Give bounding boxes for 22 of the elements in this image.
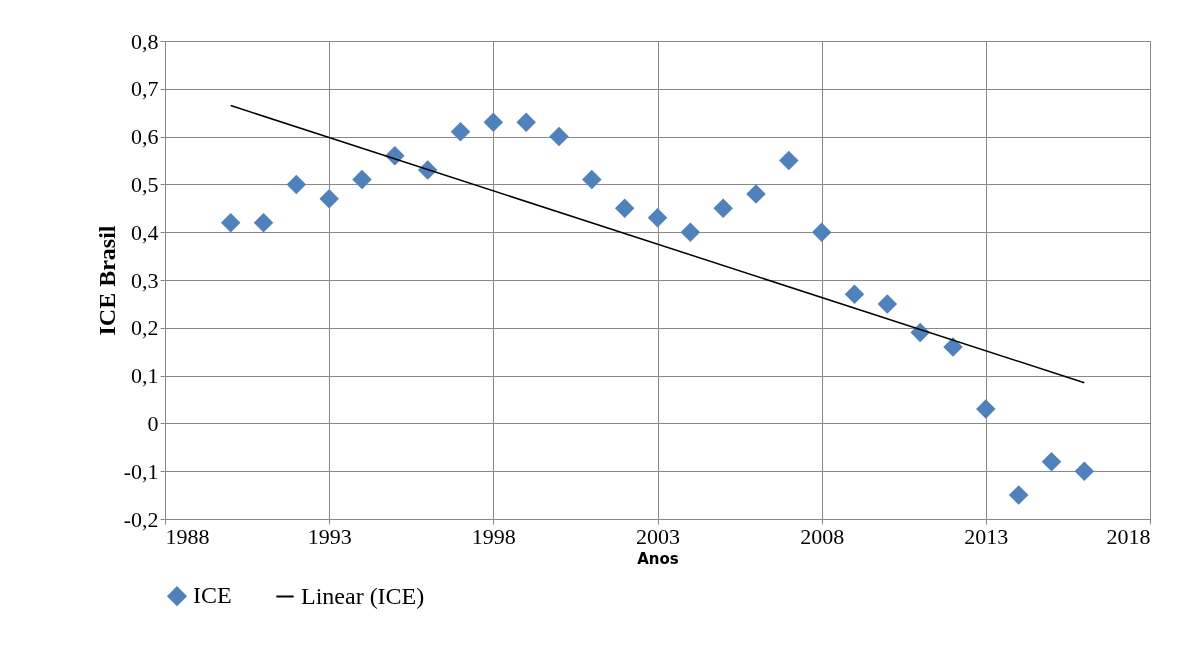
y-tick-label: 0,6	[131, 124, 159, 150]
x-tick-label: 1993	[307, 523, 352, 549]
x-tick-label: 2008	[800, 523, 845, 549]
y-tick-label: -0,2	[123, 506, 159, 532]
y-tick-label: 0,2	[131, 315, 159, 341]
y-tick-label: 0,4	[131, 219, 159, 245]
y-tick-label: 0	[147, 410, 159, 436]
y-tick-label: 0,1	[131, 363, 159, 389]
x-axis-title: Anos	[637, 549, 679, 568]
y-tick-label: 0,8	[131, 28, 159, 54]
y-axis-title: ICE Brasil	[93, 225, 120, 336]
y-tick-label: 0,7	[131, 76, 159, 102]
x-tick-label: 2013	[964, 523, 1009, 549]
x-tick-label: 1988	[165, 523, 210, 549]
legend-label: ICE	[193, 582, 232, 609]
y-tick-label: 0,5	[131, 171, 159, 197]
legend-label: Linear (ICE)	[301, 582, 425, 609]
x-tick-label: 2003	[636, 523, 680, 549]
x-tick-label: 1998	[471, 523, 516, 549]
y-tick-label: 0,3	[131, 267, 159, 293]
x-tick-label: 2018	[1106, 523, 1151, 549]
y-tick-label: -0,1	[123, 458, 159, 484]
